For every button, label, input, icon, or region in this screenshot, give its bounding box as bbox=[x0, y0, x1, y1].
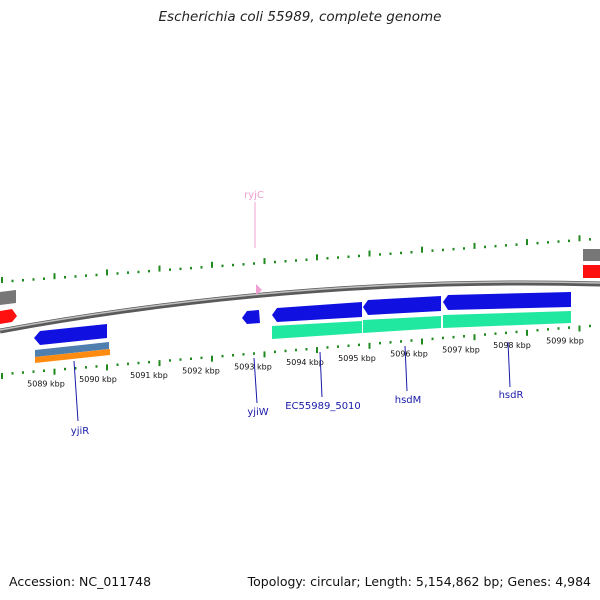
gene-yjiR bbox=[34, 324, 107, 345]
gene-ec5010 bbox=[272, 302, 362, 322]
scale-label: 5091 kbp bbox=[130, 371, 168, 380]
gene-yjiR-orange bbox=[35, 349, 110, 363]
scale-label: 5095 kbp bbox=[338, 354, 376, 363]
gene-left-gray bbox=[0, 290, 16, 305]
map-title: Escherichia coli 55989, complete genome bbox=[158, 9, 442, 25]
scale-label: 5097 kbp bbox=[442, 345, 480, 354]
scale-label: 5094 kbp bbox=[286, 358, 324, 367]
hsdM-label: hsdM bbox=[395, 395, 422, 406]
scale-label: 5096 kbp bbox=[390, 350, 428, 359]
hsdM-leader-line bbox=[404, 345, 408, 392]
gene-ec5010-green bbox=[272, 321, 362, 339]
gene-left-red bbox=[0, 309, 17, 324]
genome-backbone-highlight bbox=[0, 281, 600, 331]
scale-label: 5089 kbp bbox=[27, 379, 65, 388]
yjiW-label: yjiW bbox=[247, 407, 268, 418]
gene-right-gray bbox=[583, 249, 600, 261]
lower-tick-track bbox=[1, 324, 591, 379]
gene-hsdR-green bbox=[443, 311, 571, 328]
scale-label: 5093 kbp bbox=[234, 362, 272, 371]
gene-hsdM-green bbox=[363, 316, 441, 333]
gene-yjiR-steel bbox=[35, 342, 109, 357]
yjiW-leader-line bbox=[253, 357, 258, 404]
ec5010-label: EC55989_5010 bbox=[285, 401, 361, 412]
genome-summary-text: Topology: circular; Length: 5,154,862 bp… bbox=[247, 574, 591, 589]
gene-hsdM bbox=[363, 296, 441, 315]
gene-yjiW bbox=[242, 310, 260, 324]
scale-label: 5090 kbp bbox=[79, 375, 117, 384]
upper-tick-track bbox=[1, 235, 591, 283]
ryjC-rna-feature bbox=[256, 284, 262, 295]
yjiR-label: yjiR bbox=[71, 426, 89, 437]
scale-label: 5098 kbp bbox=[493, 341, 531, 350]
genome-backbone bbox=[0, 280, 600, 334]
accession-text: Accession: NC_011748 bbox=[9, 574, 152, 589]
hsdR-leader-line bbox=[507, 341, 511, 388]
hsdR-label: hsdR bbox=[499, 390, 524, 401]
gene-right-red bbox=[583, 265, 600, 278]
yjiR-leader-line bbox=[73, 360, 79, 422]
scale-labels: 5089 kbp 5090 kbp 5091 kbp 5092 kbp 5093 kbp… bbox=[27, 337, 584, 389]
ec5010-leader-line bbox=[319, 351, 323, 398]
scale-label: 5099 kbp bbox=[546, 337, 584, 346]
ryjC-label: ryjC bbox=[244, 190, 264, 201]
gene-hsdR bbox=[443, 292, 571, 310]
scale-label: 5092 kbp bbox=[182, 367, 220, 376]
